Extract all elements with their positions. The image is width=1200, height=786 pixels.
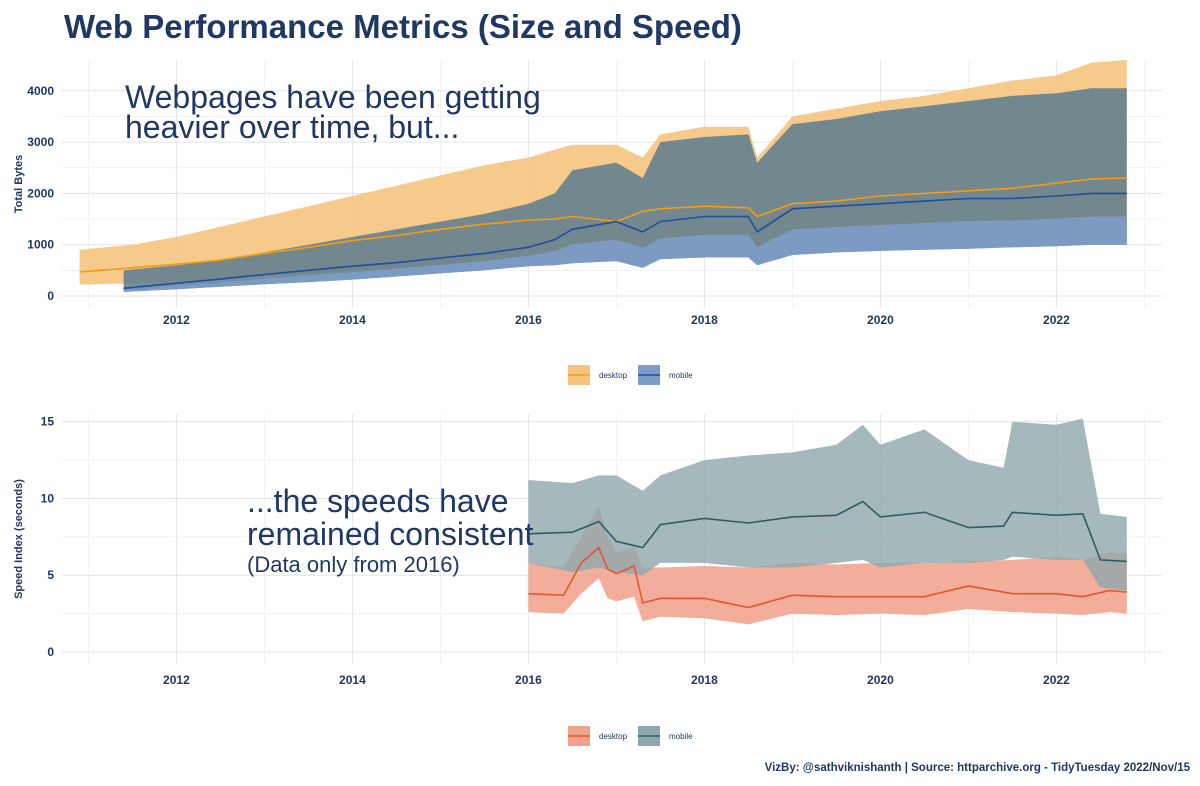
legend-label-desktop: desktop bbox=[599, 371, 628, 380]
y-tick-label: 2000 bbox=[27, 186, 54, 200]
speed-panel: 2012 2014 2016 2018 2020 2022 0 5 10 15 Speed Inde… bbox=[13, 414, 1162, 746]
x-tick-label: 2020 bbox=[867, 313, 894, 327]
y-tick-label: 10 bbox=[41, 491, 55, 505]
x-tick-label: 2012 bbox=[163, 673, 190, 687]
y-tick-label: 4000 bbox=[27, 84, 54, 98]
y-tick-label: 0 bbox=[47, 645, 54, 659]
x-tick-label: 2014 bbox=[339, 313, 366, 327]
legend-label-desktop: desktop bbox=[599, 732, 628, 741]
size-panel: 2012 2014 2016 2018 2020 2022 0 1000 2000 3000 400… bbox=[13, 60, 1162, 385]
x-tick-label: 2018 bbox=[691, 313, 718, 327]
legend-label-mobile: mobile bbox=[669, 732, 693, 741]
x-tick-label: 2014 bbox=[339, 673, 366, 687]
page-title: Web Performance Metrics (Size and Speed) bbox=[64, 8, 742, 45]
mobile-band bbox=[528, 418, 1127, 591]
annotation-text: heavier over time, but... bbox=[125, 109, 459, 145]
x-tick-label: 2020 bbox=[867, 673, 894, 687]
annotation-text: ...the speeds have bbox=[247, 483, 509, 519]
desktop-median-line bbox=[528, 546, 1127, 609]
mobile-median-line bbox=[528, 500, 1127, 563]
y-tick-label: 0 bbox=[47, 289, 54, 303]
x-tick-label: 2016 bbox=[515, 313, 542, 327]
y-tick-label: 15 bbox=[41, 415, 55, 429]
y-tick-label: 1000 bbox=[27, 238, 54, 252]
y-axis-title: Total Bytes bbox=[13, 155, 25, 213]
annotation-text: remained consistent bbox=[247, 516, 533, 552]
x-tick-label: 2022 bbox=[1043, 673, 1070, 687]
annotation-note: (Data only from 2016) bbox=[247, 552, 460, 577]
y-tick-label: 3000 bbox=[27, 135, 54, 149]
x-tick-label: 2018 bbox=[691, 673, 718, 687]
caption: VizBy: @sathviknishanth | Source: httpar… bbox=[764, 762, 1190, 774]
x-tick-label: 2022 bbox=[1043, 313, 1070, 327]
y-axis-title: Speed Index (seconds) bbox=[13, 479, 25, 599]
mobile-median-line bbox=[123, 192, 1127, 290]
desktop-band bbox=[528, 506, 1127, 625]
desktop-median-line bbox=[79, 177, 1127, 273]
y-tick-label: 5 bbox=[47, 568, 54, 582]
annotation-text: Webpages have been getting bbox=[125, 79, 541, 115]
x-tick-label: 2016 bbox=[515, 673, 542, 687]
legend-label-mobile: mobile bbox=[669, 371, 693, 380]
mobile-lower-band bbox=[123, 216, 1127, 292]
x-tick-label: 2012 bbox=[163, 313, 190, 327]
